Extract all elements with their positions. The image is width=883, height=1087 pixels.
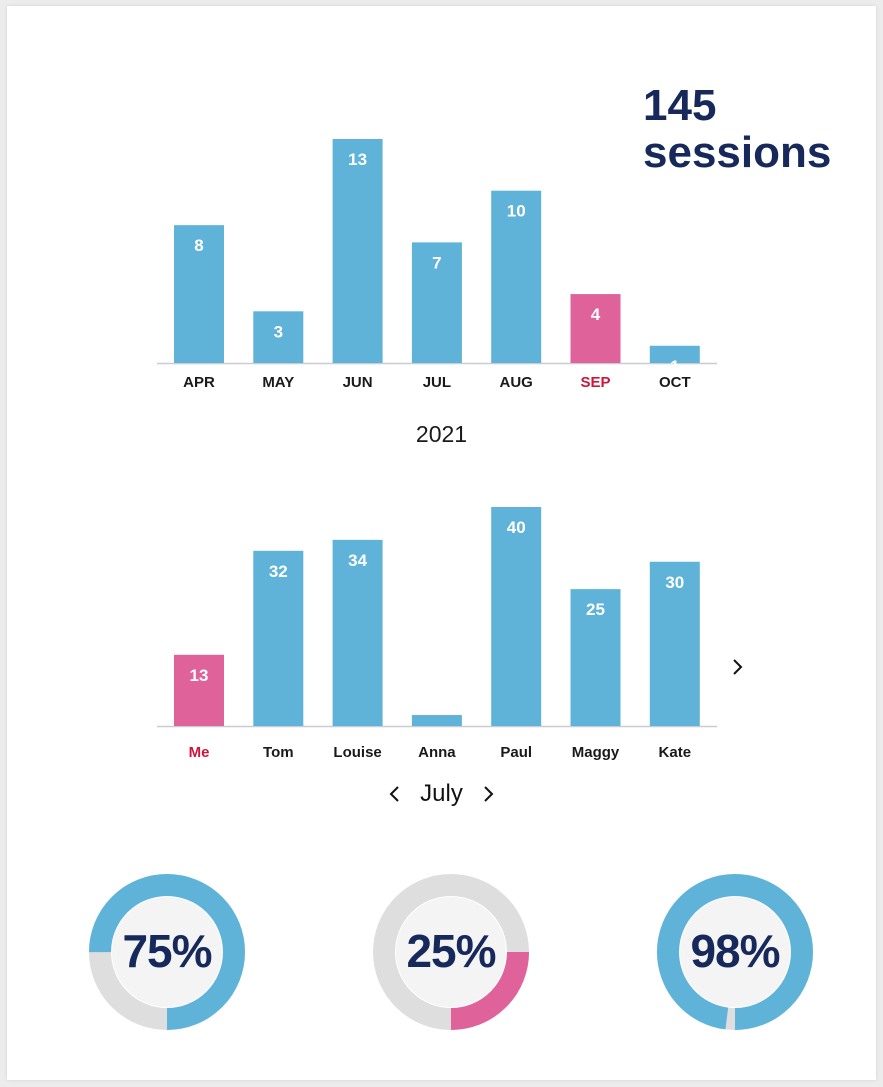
data-label: 1 (670, 357, 679, 376)
next-month-button[interactable] (477, 779, 499, 809)
tick-label-may: MAY (262, 374, 294, 391)
bar-apr[interactable] (174, 225, 224, 363)
tick-label-jun: JUN (343, 374, 373, 391)
people-next-button[interactable] (725, 652, 749, 682)
bar-tom[interactable] (253, 550, 304, 726)
bar-maggy[interactable] (570, 589, 621, 726)
tick-label-kate: Kate (659, 744, 692, 761)
data-label: 13 (348, 150, 367, 169)
bar-jun[interactable] (332, 139, 383, 363)
donut-label-3: 98% (690, 925, 780, 977)
bar-aug[interactable] (491, 190, 542, 363)
tick-label-apr: APR (183, 374, 215, 391)
tick-label-me: Me (189, 744, 210, 761)
donut-arc-2 (373, 874, 529, 1030)
tick-label-tom: Tom (263, 744, 294, 761)
donut-center (112, 897, 222, 1007)
data-label: 4 (591, 305, 601, 324)
session-summary: 145 sessions (643, 82, 831, 176)
bar-anna[interactable] (411, 715, 462, 726)
tick-label-aug: AUG (500, 374, 533, 391)
donut-center (396, 897, 506, 1007)
data-label: 3 (274, 322, 283, 341)
data-label: 40 (507, 518, 526, 537)
donut-label-1: 75% (122, 925, 212, 977)
year-label: 2021 (415, 421, 468, 447)
data-label: 2 (432, 726, 441, 745)
data-label: 30 (665, 573, 684, 592)
tick-label-maggy: Maggy (572, 744, 620, 761)
bar-me[interactable] (174, 654, 224, 726)
chevron-left-icon (389, 786, 399, 802)
donut-center (680, 897, 790, 1007)
session-unit: sessions (643, 128, 832, 177)
data-label: 13 (190, 666, 209, 685)
tick-label-louise: Louise (333, 744, 381, 761)
bar-kate[interactable] (649, 561, 700, 726)
bar-may[interactable] (253, 311, 304, 363)
bar-louise[interactable] (332, 539, 383, 726)
data-label: 8 (194, 236, 203, 255)
tick-label-jul: JUL (423, 374, 451, 391)
tick-label-sep: SEP (580, 374, 610, 391)
bar-sep[interactable] (570, 294, 621, 363)
data-label: 34 (348, 551, 367, 570)
previous-month-button[interactable] (384, 779, 406, 809)
chevron-right-icon (484, 786, 494, 802)
bar-oct[interactable] (649, 345, 700, 363)
month-label: July (420, 780, 463, 807)
donut-arc-1 (89, 874, 245, 1030)
data-label: 10 (507, 202, 526, 221)
chevron-right-icon (733, 659, 743, 675)
tick-label-oct: OCT (659, 374, 691, 391)
data-label: 25 (586, 600, 605, 619)
tick-label-anna: Anna (418, 744, 456, 761)
donut-label-2: 25% (406, 925, 496, 977)
session-count: 145 (643, 81, 717, 130)
bar-paul[interactable] (491, 507, 542, 726)
month-navigation: July (0, 779, 883, 809)
donut-arc-3 (657, 874, 813, 1030)
data-label: 32 (269, 562, 288, 581)
bar-jul[interactable] (411, 242, 462, 363)
data-label: 7 (432, 253, 441, 272)
tick-label-paul: Paul (500, 744, 532, 761)
